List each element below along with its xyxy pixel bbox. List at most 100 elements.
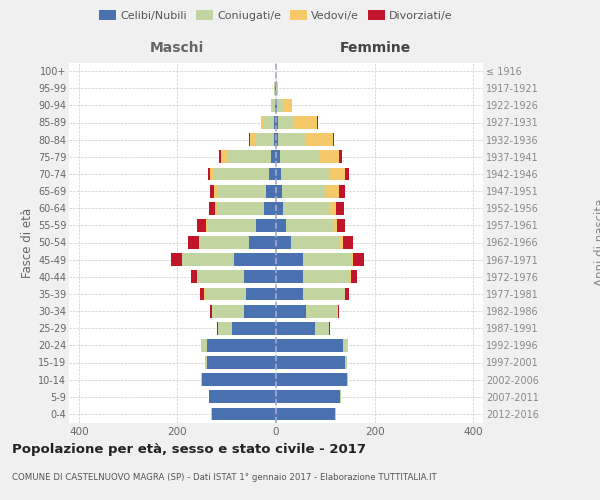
Bar (351, 270, 357, 283)
Bar (316, 322, 329, 334)
Bar (337, 219, 346, 232)
Bar (271, 99, 272, 112)
Bar (217, 202, 263, 214)
Bar (232, 322, 276, 334)
Bar (271, 150, 276, 163)
Bar (277, 99, 283, 112)
Bar (277, 82, 278, 94)
Bar (319, 150, 339, 163)
Bar (209, 202, 215, 214)
Bar (346, 288, 349, 300)
Bar (291, 236, 340, 249)
Bar (276, 288, 303, 300)
Legend: Celibi/Nubili, Coniugati/e, Vedovi/e, Divorziati/e: Celibi/Nubili, Coniugati/e, Vedovi/e, Di… (95, 6, 457, 25)
Bar (353, 253, 364, 266)
Bar (350, 270, 351, 283)
Bar (276, 99, 277, 112)
Bar (338, 184, 344, 198)
Bar (276, 116, 278, 129)
Bar (205, 356, 207, 369)
Bar (276, 390, 340, 403)
Text: Maschi: Maschi (149, 42, 204, 56)
Bar (278, 116, 293, 129)
Bar (347, 373, 349, 386)
Bar (280, 150, 319, 163)
Bar (221, 150, 227, 163)
Bar (207, 356, 276, 369)
Bar (201, 339, 207, 352)
Bar (210, 304, 212, 318)
Bar (197, 219, 206, 232)
Bar (200, 236, 249, 249)
Bar (276, 304, 305, 318)
Bar (276, 168, 281, 180)
Bar (255, 133, 274, 146)
Bar (211, 168, 214, 180)
Bar (197, 270, 244, 283)
Bar (261, 116, 263, 129)
Bar (303, 270, 350, 283)
Bar (274, 133, 276, 146)
Bar (256, 219, 276, 232)
Bar (340, 236, 343, 249)
Bar (205, 288, 247, 300)
Bar (276, 219, 286, 232)
Bar (338, 304, 339, 318)
Bar (276, 408, 335, 420)
Bar (272, 99, 275, 112)
Bar (286, 219, 332, 232)
Bar (352, 253, 353, 266)
Bar (276, 253, 303, 266)
Bar (282, 184, 326, 198)
Bar (217, 184, 266, 198)
Bar (269, 168, 276, 180)
Bar (332, 133, 334, 146)
Bar (276, 356, 345, 369)
Bar (244, 270, 276, 283)
Text: Popolazione per età, sesso e stato civile - 2017: Popolazione per età, sesso e stato civil… (12, 442, 366, 456)
Bar (244, 304, 276, 318)
Bar (283, 202, 330, 214)
Bar (345, 168, 349, 180)
Bar (249, 236, 276, 249)
Bar (214, 168, 269, 180)
Bar (343, 236, 353, 249)
Bar (275, 82, 276, 94)
Bar (330, 168, 345, 180)
Bar (199, 236, 200, 249)
Bar (332, 219, 337, 232)
Text: Femmine: Femmine (340, 42, 411, 56)
Bar (303, 288, 345, 300)
Bar (227, 150, 271, 163)
Bar (317, 116, 319, 129)
Bar (305, 304, 338, 318)
Bar (247, 288, 276, 300)
Bar (249, 133, 250, 146)
Bar (191, 270, 197, 283)
Bar (250, 133, 255, 146)
Bar (209, 390, 276, 403)
Bar (276, 270, 303, 283)
Bar (266, 184, 276, 198)
Bar (207, 339, 276, 352)
Bar (207, 219, 256, 232)
Bar (274, 82, 275, 94)
Bar (202, 373, 276, 386)
Bar (345, 356, 347, 369)
Bar (336, 202, 344, 214)
Bar (212, 408, 276, 420)
Bar (276, 133, 278, 146)
Bar (214, 184, 217, 198)
Bar (330, 202, 336, 214)
Bar (263, 116, 274, 129)
Bar (326, 184, 338, 198)
Bar (343, 339, 349, 352)
Bar (276, 150, 280, 163)
Bar (201, 373, 202, 386)
Bar (275, 99, 276, 112)
Bar (276, 202, 283, 214)
Bar (339, 150, 341, 163)
Bar (200, 288, 204, 300)
Bar (208, 168, 211, 180)
Y-axis label: Anni di nascita: Anni di nascita (594, 199, 600, 286)
